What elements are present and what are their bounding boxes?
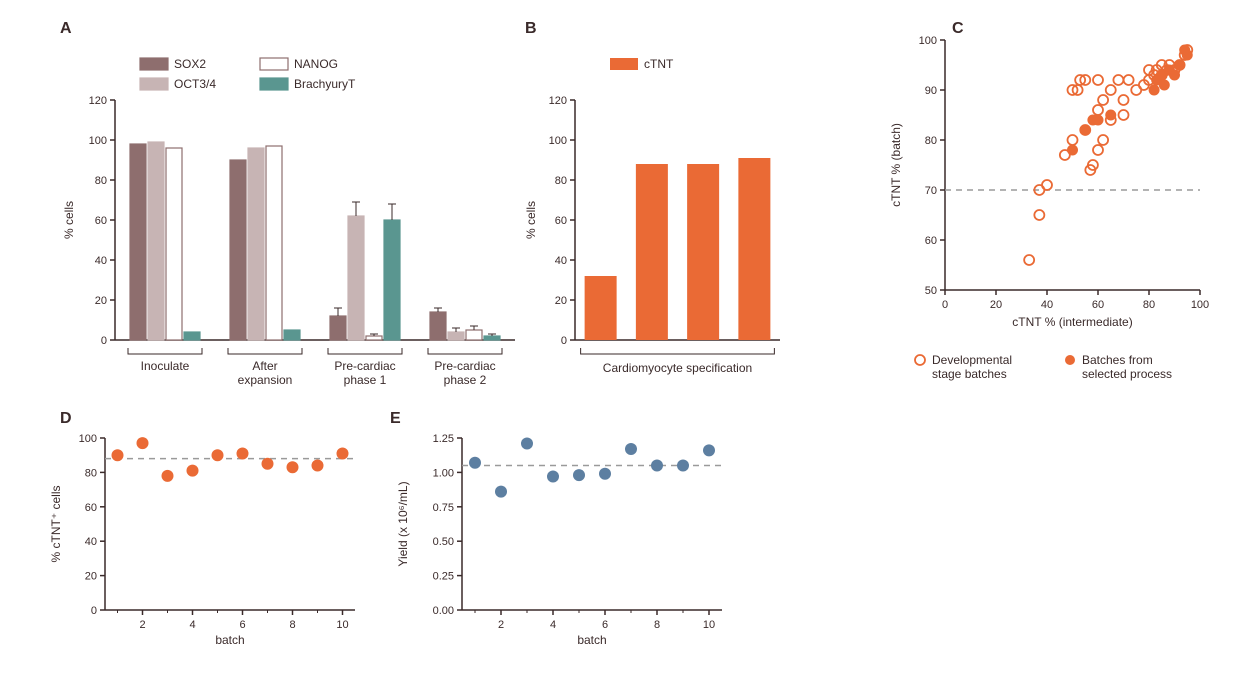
svg-text:0.25: 0.25 [433,571,454,583]
svg-text:120: 120 [89,95,107,107]
svg-text:20: 20 [990,299,1002,311]
svg-text:80: 80 [925,135,937,147]
svg-text:40: 40 [95,255,107,267]
svg-text:phase 2: phase 2 [444,373,487,387]
svg-text:80: 80 [1143,299,1155,311]
svg-text:6: 6 [602,619,608,631]
svg-text:0.75: 0.75 [433,502,454,514]
svg-text:60: 60 [555,215,567,227]
svg-text:6: 6 [239,619,245,631]
svg-text:Developmental: Developmental [932,353,1012,367]
panel-b-chart: 0 20 40 60 80 100 120 % cells Cardiomyocyte spec… [520,40,810,410]
svg-text:4: 4 [550,619,556,631]
svg-text:80: 80 [555,175,567,187]
svg-text:10: 10 [703,619,715,631]
svg-text:100: 100 [919,35,937,47]
svg-text:40: 40 [1041,299,1053,311]
svg-text:selected process: selected process [1082,367,1172,381]
svg-text:60: 60 [1092,299,1104,311]
svg-text:70: 70 [925,185,937,197]
svg-text:After: After [252,359,277,373]
svg-text:20: 20 [85,571,97,583]
panel-e-chart: 0.00 0.25 0.50 0.75 1.00 1.25 2 4 6 8 10 Yield (x 1… [372,420,742,660]
svg-text:60: 60 [925,235,937,247]
svg-text:0.00: 0.00 [433,605,454,617]
panel-a-chart: 0 20 40 60 80 100 120 % cells Inoculate Afterexpa… [50,40,530,410]
svg-text:Pre-cardiac: Pre-cardiac [334,359,395,373]
panel-d-chart: 0 20 40 60 80 100 2 4 6 8 10 % cTNT⁺ cells batch [35,420,375,660]
svg-text:Batches from: Batches from [1082,353,1153,367]
svg-text:2: 2 [139,619,145,631]
svg-text:phase 1: phase 1 [344,373,387,387]
svg-text:% cells: % cells [524,201,538,239]
svg-text:cTNT: cTNT [644,57,674,71]
svg-text:NANOG: NANOG [294,57,338,71]
svg-text:BrachyuryT: BrachyuryT [294,77,356,91]
svg-text:8: 8 [654,619,660,631]
svg-text:40: 40 [555,255,567,267]
svg-text:50: 50 [925,285,937,297]
svg-text:100: 100 [79,433,97,445]
svg-text:40: 40 [85,536,97,548]
panel-a-label: A [60,20,72,38]
svg-text:0: 0 [561,335,567,347]
svg-text:80: 80 [95,175,107,187]
svg-text:% cTNT⁺ cells: % cTNT⁺ cells [49,485,63,562]
figure: A B C D E 020406080100120% cellsInoculat… [20,20,1219,657]
svg-text:100: 100 [549,135,567,147]
svg-text:batch: batch [215,633,244,647]
svg-text:cTNT % (intermediate): cTNT % (intermediate) [1012,315,1132,329]
svg-text:120: 120 [549,95,567,107]
svg-text:90: 90 [925,85,937,97]
svg-text:Inoculate: Inoculate [141,359,190,373]
svg-text:2: 2 [498,619,504,631]
svg-text:100: 100 [1191,299,1209,311]
svg-text:1.25: 1.25 [433,433,454,445]
svg-text:Cardiomyocyte specification: Cardiomyocyte specification [603,361,752,375]
panel-b-label: B [525,20,537,38]
svg-text:Pre-cardiac: Pre-cardiac [434,359,495,373]
svg-text:8: 8 [289,619,295,631]
svg-text:80: 80 [85,467,97,479]
svg-text:100: 100 [89,135,107,147]
svg-text:cTNT % (batch): cTNT % (batch) [889,123,903,207]
svg-text:0: 0 [91,605,97,617]
svg-text:0: 0 [942,299,948,311]
svg-text:% cells: % cells [62,201,76,239]
svg-text:20: 20 [95,295,107,307]
svg-text:0: 0 [101,335,107,347]
svg-text:1.00: 1.00 [433,467,454,479]
panel-c-chart: 50 60 70 80 90 100 0 20 40 60 80 100 cTNT % (batch) c… [860,20,1230,410]
svg-text:OCT3/4: OCT3/4 [174,77,216,91]
svg-text:0.50: 0.50 [433,536,454,548]
svg-text:60: 60 [95,215,107,227]
svg-text:batch: batch [577,633,606,647]
svg-text:20: 20 [555,295,567,307]
svg-text:expansion: expansion [238,373,293,387]
svg-text:Yield (x 10⁶/mL): Yield (x 10⁶/mL) [396,481,410,566]
svg-text:10: 10 [336,619,348,631]
svg-text:4: 4 [189,619,195,631]
svg-text:stage batches: stage batches [932,367,1007,381]
svg-text:SOX2: SOX2 [174,57,206,71]
svg-text:60: 60 [85,502,97,514]
